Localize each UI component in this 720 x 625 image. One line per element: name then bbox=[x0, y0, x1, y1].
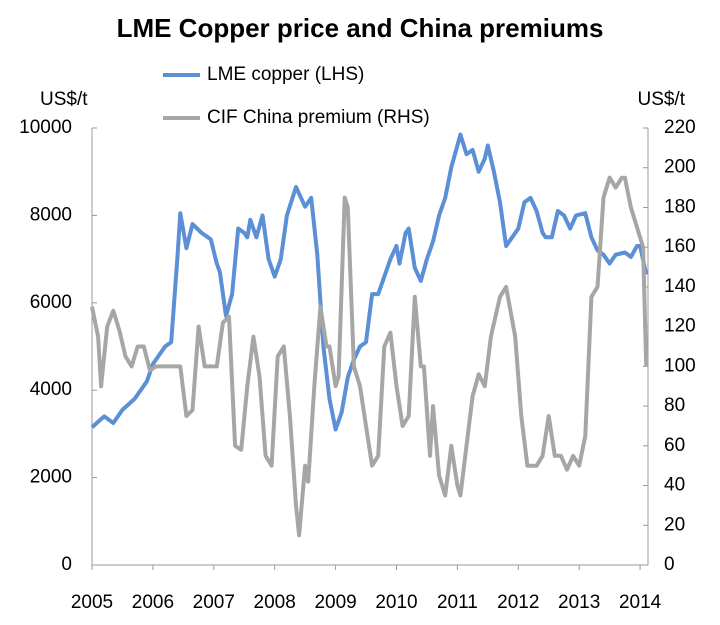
y2-tick-label: 180 bbox=[664, 196, 696, 217]
y2-tick-label: 120 bbox=[664, 316, 696, 337]
x-tick-label: 2013 bbox=[558, 592, 600, 613]
x-tick-label: 2009 bbox=[314, 592, 356, 613]
y-axis-label: US$/t bbox=[40, 89, 88, 110]
y-tick-label: 6000 bbox=[30, 292, 72, 313]
legend-label: CIF China premium (RHS) bbox=[207, 107, 430, 128]
chart-title: LME Copper price and China premiums bbox=[117, 13, 604, 43]
y2-tick-label: 160 bbox=[664, 236, 696, 257]
y2-tick-label: 220 bbox=[664, 117, 696, 138]
y2-tick-label: 80 bbox=[664, 395, 685, 416]
data-line bbox=[90, 175, 649, 538]
x-tick-label: 2007 bbox=[193, 592, 235, 613]
y2-tick-label: 200 bbox=[664, 157, 696, 178]
y2-tick-label: 0 bbox=[664, 554, 675, 575]
y2-tick-label: 40 bbox=[664, 475, 685, 496]
y-tick-label: 0 bbox=[61, 554, 72, 575]
x-tick-label: 2010 bbox=[375, 592, 417, 613]
x-tick-label: 2014 bbox=[619, 592, 662, 613]
y2-tick-label: 140 bbox=[664, 276, 696, 297]
y-tick-label: 2000 bbox=[30, 467, 72, 488]
x-tick-label: 2008 bbox=[254, 592, 296, 613]
x-tick-label: 2006 bbox=[132, 592, 174, 613]
legend-label: LME copper (LHS) bbox=[207, 64, 364, 85]
y2-tick-label: 20 bbox=[664, 514, 685, 535]
data-line bbox=[90, 132, 649, 432]
y-tick-label: 4000 bbox=[30, 379, 72, 400]
y2-tick-label: 100 bbox=[664, 355, 696, 376]
y2-tick-label: 60 bbox=[664, 435, 685, 456]
x-tick-label: 2005 bbox=[71, 592, 113, 613]
y-tick-label: 10000 bbox=[19, 117, 72, 138]
x-tick-label: 2011 bbox=[437, 592, 478, 613]
x-tick-label: 2012 bbox=[497, 592, 539, 613]
y2-axis-label: US$/t bbox=[637, 89, 685, 110]
y-tick-label: 8000 bbox=[30, 204, 72, 225]
